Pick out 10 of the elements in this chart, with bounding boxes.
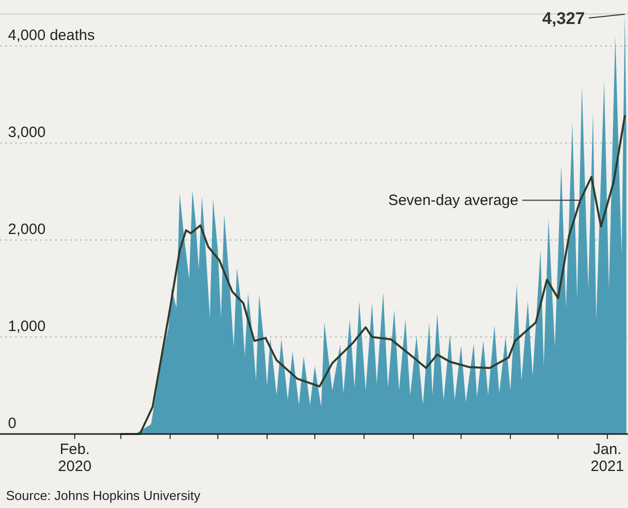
y-tick-label: 3,000: [8, 124, 46, 142]
annotation: 4,327: [542, 9, 585, 28]
x-tick-label: Jan. 2021: [590, 441, 624, 475]
legend-label: Seven-day average: [388, 192, 518, 210]
x-tick-label: Feb. 2020: [58, 441, 92, 475]
y-tick-label: 0: [8, 415, 16, 432]
y-tick-label: 2,000: [8, 221, 46, 238]
y-tick-label: 1,000: [8, 318, 46, 335]
y-tick-label: 4,000 deaths: [8, 27, 95, 44]
source-note: Source: Johns Hopkins University: [6, 488, 201, 503]
